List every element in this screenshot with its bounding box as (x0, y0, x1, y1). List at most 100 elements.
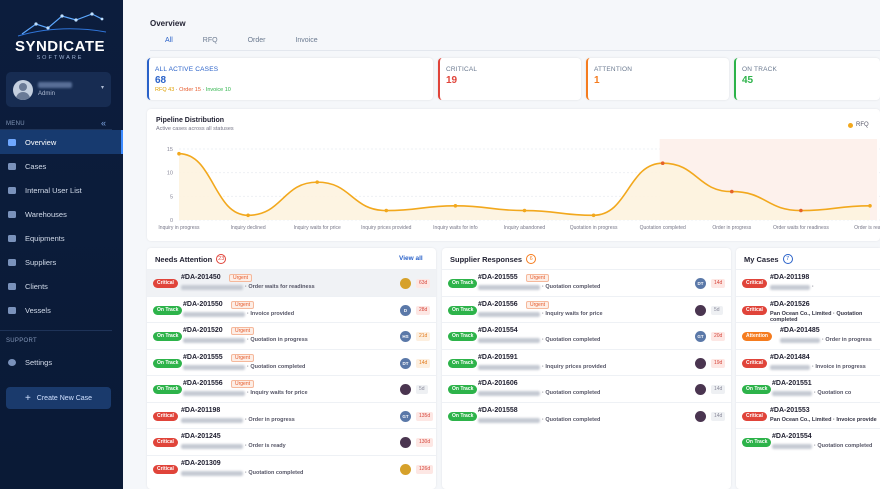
x-tick-label: Order in progress (712, 225, 751, 231)
case-row[interactable]: On Track #DA-201550 Urgent · Invoice provid… (147, 295, 436, 323)
sidebar-item-warehouses[interactable]: Warehouses (0, 202, 123, 226)
case-id[interactable]: #DA-201198 (770, 274, 810, 281)
sidebar-item-label: Overview (25, 137, 57, 147)
case-id[interactable]: #DA-201484 (770, 353, 810, 361)
stat-label: CRITICAL (446, 66, 478, 73)
case-status: · Invoice provided (247, 310, 295, 317)
stat-value: 68 (155, 75, 167, 86)
y-tick-label: 10 (167, 171, 173, 177)
tab-invoice[interactable]: Invoice (295, 37, 318, 44)
support-divider (0, 330, 112, 331)
case-row[interactable]: On Track #DA-201556 Urgent · Inquiry waits … (442, 295, 731, 323)
case-row[interactable]: Critical #DA-201198 · (736, 269, 880, 296)
data-point (868, 204, 872, 208)
case-row[interactable]: Critical #DA-201450 Urgent · Order waits fo… (147, 269, 436, 296)
case-id[interactable]: #DA-201554 (772, 433, 812, 440)
stat-card-all-active[interactable]: ALL ACTIVE CASES 68 RFQ 43 · Order 15 · … (147, 58, 433, 100)
company-name-blurred (772, 444, 812, 449)
case-row[interactable]: Attention #DA-201485 · Order in progress (736, 322, 880, 349)
case-status-text: Quotation completed (817, 443, 873, 449)
case-id[interactable]: #DA-201245 (181, 433, 221, 440)
status-badge: On Track (153, 332, 183, 341)
case-id[interactable]: #DA-201520 (183, 327, 223, 334)
case-row[interactable]: Critical #DA-201484 · Invoice in progress (736, 348, 880, 376)
chart-legend[interactable]: RFQ (848, 122, 869, 128)
company-name-blurred (181, 285, 243, 290)
view-all-link[interactable]: View all (399, 255, 423, 262)
case-id[interactable]: #DA-201198 (181, 406, 221, 414)
case-row[interactable]: On Track #DA-201554 · Quotation completed G… (442, 322, 731, 349)
case-row[interactable]: On Track #DA-201558 · Quotation completed 1… (442, 401, 731, 429)
chart-title: Pipeline Distribution (156, 117, 225, 124)
status-badge: On Track (448, 358, 478, 368)
tab-rfq[interactable]: RFQ (202, 37, 218, 44)
case-id[interactable]: #DA-201309 (181, 459, 221, 467)
supplier-responses-panel: Supplier Responses 6 On Track #DA-201555 U… (442, 248, 731, 489)
case-id[interactable]: #DA-201558 (478, 406, 518, 414)
sidebar-item-overview[interactable]: Overview (0, 130, 123, 154)
stat-breakdown: RFQ 43 · Order 15 · Invoice 10 (155, 87, 231, 93)
panel-header: Needs Attention 23 (155, 254, 227, 264)
case-id[interactable]: #DA-201591 (478, 353, 518, 361)
case-row[interactable]: On Track #DA-201554 · Quotation completed (736, 428, 880, 455)
x-tick-label: Inquiry abandoned (504, 225, 546, 231)
avatar (695, 357, 706, 369)
sidebar-item-suppliers[interactable]: Suppliers (0, 250, 123, 274)
case-row[interactable]: On Track #DA-201606 · Quotation completed 1… (442, 375, 731, 402)
stat-card-on-track[interactable]: ON TRACK 45 (734, 58, 880, 100)
case-status: · (812, 284, 814, 290)
case-row[interactable]: Critical #DA-201245 · Order is ready 130d (147, 428, 436, 455)
chevron-down-icon[interactable]: ▾ (101, 85, 105, 91)
clients-icon (7, 282, 17, 291)
case-id[interactable]: #DA-201554 (478, 327, 518, 334)
case-row[interactable]: On Track #DA-201556 Urgent · Inquiry waits … (147, 375, 436, 402)
case-id[interactable]: #DA-201550 (183, 300, 223, 308)
brand-logo[interactable]: SYNDICATE SOFTWARE (10, 10, 110, 62)
case-status: · Quotation completed (247, 363, 306, 370)
sidebar-item-clients[interactable]: Clients (0, 274, 123, 298)
case-row[interactable]: Critical #DA-201309 · Quotation completed 1… (147, 454, 436, 482)
sidebar-item-vessels[interactable]: Vessels (0, 298, 123, 322)
case-id[interactable]: #DA-201450 (181, 274, 221, 281)
x-tick-label: Quotation in progress (570, 225, 618, 231)
collapse-sidebar-icon[interactable]: « (101, 118, 107, 128)
stat-card-critical[interactable]: CRITICAL 19 (438, 58, 581, 100)
case-id[interactable]: #DA-201555 (183, 353, 223, 361)
case-id[interactable]: #DA-201526 (770, 300, 810, 308)
case-row[interactable]: Critical #DA-201553 Pan Ocean Co., Limited… (736, 401, 880, 429)
case-row[interactable]: On Track #DA-201551 · Quotation co (736, 375, 880, 402)
status-badge: On Track (448, 332, 478, 341)
sidebar-item-cases[interactable]: Cases (0, 154, 123, 178)
gear-icon (7, 358, 17, 367)
case-id[interactable]: #DA-201556 (478, 300, 518, 308)
case-row[interactable]: Critical #DA-201198 · Order in progress GT 1… (147, 401, 436, 429)
sidebar-item-internal-users[interactable]: Internal User List (0, 178, 123, 202)
data-point (522, 208, 527, 213)
x-tick-label: Inquiry declined (231, 225, 266, 231)
tab-all[interactable]: All (150, 36, 188, 51)
case-row[interactable]: On Track #DA-201591 · Inquiry prices provi… (442, 348, 731, 376)
case-id[interactable]: #DA-201606 (478, 380, 518, 387)
case-status-text: Order in progress (825, 337, 872, 343)
age-badge: 14d (711, 385, 726, 394)
company-name-blurred (478, 311, 540, 317)
case-id[interactable]: #DA-201553 (770, 406, 810, 414)
case-id[interactable]: #DA-201551 (772, 380, 812, 387)
sidebar-item-label: Suppliers (25, 257, 57, 267)
tab-order[interactable]: Order (247, 37, 266, 44)
create-new-case-button[interactable]: + Create New Case (6, 387, 111, 409)
case-row[interactable]: On Track #DA-201555 Urgent · Quotation comp… (442, 269, 731, 296)
case-id[interactable]: #DA-201556 (183, 380, 223, 387)
case-id[interactable]: #DA-201555 (478, 274, 518, 281)
sidebar-item-settings[interactable]: Settings (0, 350, 123, 374)
sidebar-item-equipments[interactable]: Equipments (0, 226, 123, 250)
case-id[interactable]: #DA-201485 (780, 327, 820, 334)
stat-card-attention[interactable]: ATTENTION 1 (586, 58, 729, 100)
case-row[interactable]: On Track #DA-201555 Urgent · Quotation comp… (147, 348, 436, 376)
case-row[interactable]: On Track #DA-201520 Urgent · Quotation in p… (147, 322, 436, 349)
sidebar-item-label: Settings (25, 357, 53, 367)
case-row[interactable]: Critical #DA-201526 Pan Ocean Co., Limited… (736, 295, 880, 323)
case-status: · Quotation completed (814, 443, 873, 449)
stat-value: 19 (446, 75, 458, 86)
user-menu[interactable]: Admin ▾ (6, 72, 111, 107)
